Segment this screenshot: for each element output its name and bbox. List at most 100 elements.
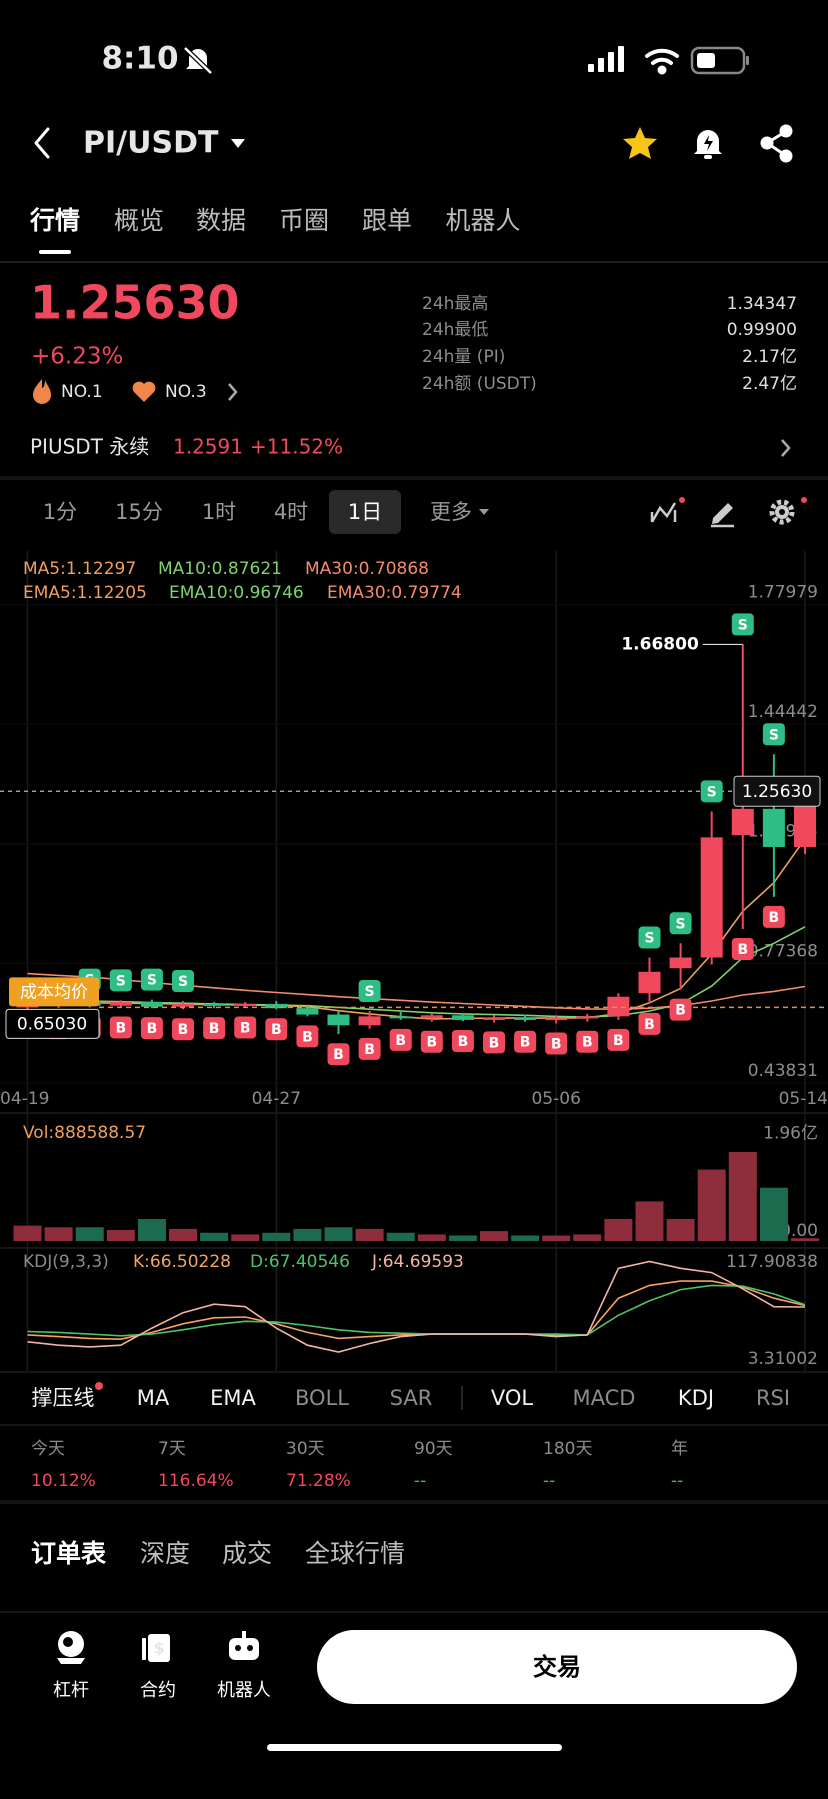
interval-option[interactable]: 4时 (274, 500, 308, 524)
volume-bar (200, 1232, 229, 1241)
nav-label[interactable]: 机器人 (217, 1680, 271, 1701)
trade-marker-label: B (333, 1047, 344, 1063)
trade-marker (109, 969, 132, 992)
candle-body (762, 808, 785, 847)
y-tick-label: 1.96亿 (763, 1123, 818, 1143)
tab[interactable]: 机器人 (445, 206, 520, 235)
perpetual-chevron[interactable] (781, 439, 791, 457)
last-price: 1.25630 (30, 276, 240, 330)
perpetual-name[interactable]: PIUSDT 永续 (30, 435, 149, 459)
perf-label: 90天 (414, 1439, 453, 1459)
volume-bar (480, 1231, 509, 1241)
trade-marker (669, 912, 692, 935)
volume-bar (728, 1152, 757, 1241)
trade-marker-label: S (178, 974, 188, 990)
trade-marker (762, 905, 785, 928)
pair-dropdown[interactable] (231, 139, 245, 148)
tab[interactable]: 跟单 (362, 206, 412, 235)
trade-button[interactable] (317, 1630, 797, 1704)
perf-label: 30天 (286, 1439, 325, 1459)
order-tab[interactable]: 成交 (222, 1539, 272, 1568)
tab[interactable]: 数据 (196, 206, 246, 235)
candle-body (140, 1002, 163, 1007)
kdj-legend: D:67.40546 (250, 1252, 350, 1272)
order-tab[interactable]: 全球行情 (305, 1539, 405, 1568)
x-tick-label: 04-27 (252, 1089, 301, 1109)
trade-marker (762, 723, 785, 746)
trade-marker (731, 937, 754, 960)
indicator-tab[interactable]: MA (137, 1386, 170, 1410)
indicator-tab[interactable]: SAR (390, 1386, 433, 1410)
bell-off-icon (183, 46, 213, 75)
trade-marker-label: B (675, 1003, 686, 1019)
trade-marker-label: B (551, 1036, 562, 1052)
trade-marker (576, 1030, 599, 1053)
volume-bar (293, 1228, 322, 1241)
kdj-line (27, 1284, 806, 1337)
interval-option[interactable]: 1时 (202, 500, 236, 524)
volume-bar (75, 1227, 104, 1241)
tab[interactable]: 概览 (114, 206, 164, 235)
nav-label[interactable]: 杠杆 (53, 1680, 89, 1701)
trade-marker (731, 613, 754, 636)
y-tick-label: 3.31002 (748, 1349, 818, 1369)
stat-value: 1.34347 (727, 294, 797, 314)
interval-option[interactable]: 1日 (348, 500, 382, 524)
indicator-tab[interactable]: KDJ (678, 1386, 714, 1410)
indicator-tab[interactable]: MACD (573, 1386, 636, 1410)
candle-body (109, 1002, 132, 1006)
indicator-tab[interactable]: EMA (210, 1386, 256, 1410)
favorite-star[interactable] (623, 127, 657, 159)
volume-bar (417, 1234, 446, 1241)
indicator-legend: MA30:0.70868 (305, 559, 429, 579)
order-tab[interactable]: 深度 (140, 1539, 190, 1568)
alert-bell[interactable] (694, 130, 722, 159)
indicator-tab[interactable]: 撑压线 (32, 1386, 95, 1410)
trade-marker-label: B (458, 1034, 469, 1050)
trade-marker (140, 1017, 163, 1040)
candle-body (172, 1003, 195, 1007)
nav-label[interactable]: 合约 (140, 1680, 176, 1701)
perf-value: 71.28% (286, 1471, 351, 1491)
chart-type-icon[interactable] (650, 497, 685, 523)
share-button[interactable] (760, 124, 793, 163)
perf-value: -- (543, 1471, 555, 1491)
interval-option[interactable]: 更多 (430, 500, 472, 524)
trade-marker (483, 1031, 506, 1054)
trade-marker-label: B (582, 1035, 593, 1051)
stat-value: 2.47亿 (742, 374, 797, 394)
last-price-bg (733, 775, 821, 807)
indicator-tab[interactable]: VOL (491, 1386, 534, 1410)
kdj-line (27, 1260, 806, 1353)
draw-tool-icon[interactable] (711, 503, 734, 528)
trade-marker-label: S (644, 931, 654, 947)
volume-bar (324, 1227, 353, 1241)
interval-option[interactable]: 1分 (43, 500, 77, 524)
volume-bar (666, 1219, 695, 1241)
pair-title[interactable]: PI/USDT (83, 126, 219, 161)
tab[interactable]: 行情 (29, 206, 80, 235)
stat-label: 24h最低 (422, 320, 488, 340)
cost-value-bg (5, 1008, 100, 1039)
trade-marker (172, 970, 195, 993)
trade-button-label[interactable]: 交易 (533, 1653, 581, 1681)
indicator-tab[interactable]: BOLL (295, 1386, 349, 1410)
order-tab[interactable]: 订单表 (31, 1539, 107, 1568)
trade-marker-label: B (364, 1042, 375, 1058)
back-button[interactable] (34, 127, 50, 159)
rank-chevron[interactable] (228, 383, 238, 401)
volume-bar (759, 1187, 788, 1241)
leverage-icon (57, 1631, 85, 1664)
indicator-tab[interactable]: RSI (756, 1386, 790, 1410)
hot-icon (33, 379, 51, 404)
trade-marker (638, 1012, 661, 1035)
trade-marker (420, 1030, 443, 1053)
tab[interactable]: 币圈 (279, 206, 329, 235)
y-tick-label: 0.00 (780, 1221, 818, 1241)
trade-marker (700, 780, 723, 803)
interval-option[interactable]: 15分 (115, 500, 163, 524)
battery-icon (690, 46, 749, 75)
settings-icon[interactable] (769, 497, 807, 525)
stats-table: 24h最高 1.34347 24h最低 0.99900 24h量 (PI) 2.17亿 24… (422, 294, 797, 394)
trade-marker-label: B (395, 1033, 406, 1049)
